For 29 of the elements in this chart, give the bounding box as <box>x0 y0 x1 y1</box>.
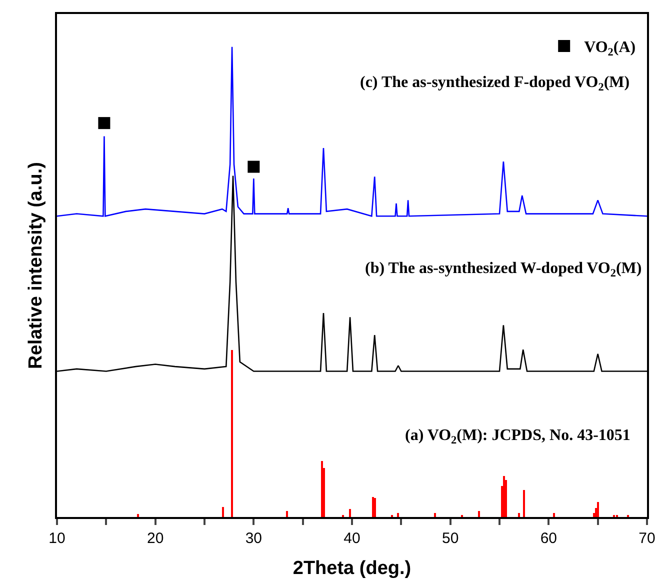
bar <box>518 513 520 517</box>
x-tick-label: 60 <box>540 530 558 547</box>
x-tick-label: 20 <box>146 530 164 547</box>
bar <box>137 514 139 517</box>
annotation: (b) The as-synthesized W-doped VO$_{2}$(M) <box>365 260 642 280</box>
x-tick-label: 30 <box>245 530 262 547</box>
x-tick-label: 40 <box>344 530 360 547</box>
bar <box>505 480 507 517</box>
bar <box>434 513 436 517</box>
bar <box>397 513 399 517</box>
bar <box>553 513 555 517</box>
bar <box>286 511 288 517</box>
bar <box>231 350 233 517</box>
bar <box>321 461 323 517</box>
x-axis-title: 2Theta (deg.) <box>292 558 412 580</box>
bar <box>523 490 525 517</box>
bar <box>349 509 351 517</box>
bar <box>478 511 480 517</box>
x-tick-label: 50 <box>442 530 459 547</box>
bar <box>597 502 599 517</box>
x-tick-label: 10 <box>48 530 66 547</box>
legend-label: VO$_{2}$(A) <box>584 39 636 59</box>
bar <box>372 497 374 517</box>
bar <box>222 507 224 517</box>
annotation: (c) The as-synthesized F-doped VO$_{2}$(M) <box>360 74 630 94</box>
bar <box>374 498 376 517</box>
x-tick-label: 70 <box>638 530 656 547</box>
y-axis-title: Relative intensity (a.u.) <box>26 162 47 369</box>
annotation: (a) VO$_{2}$(M): JCPDS, No. 43-1051 <box>405 427 630 446</box>
